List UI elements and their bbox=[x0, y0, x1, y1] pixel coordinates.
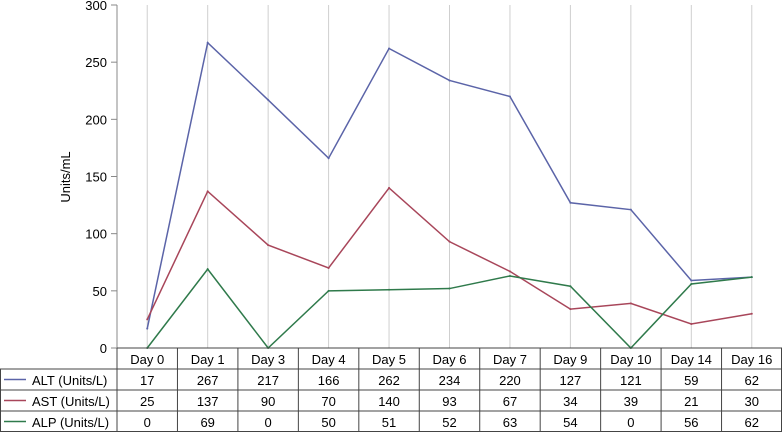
data-point bbox=[690, 279, 693, 282]
x-tick-label: Day 14 bbox=[671, 352, 712, 367]
legend-label: ALT (Units/L) bbox=[32, 373, 107, 388]
x-tick-label: Day 7 bbox=[493, 352, 527, 367]
series-lines bbox=[146, 41, 753, 350]
data-point bbox=[388, 186, 391, 189]
y-tick-label: 300 bbox=[85, 0, 107, 13]
y-tick-label: 50 bbox=[93, 284, 107, 299]
data-label: 54 bbox=[563, 415, 577, 430]
data-label: 69 bbox=[200, 415, 214, 430]
data-label: 17 bbox=[140, 373, 154, 388]
data-label: 62 bbox=[745, 415, 759, 430]
x-tick-label: Day 5 bbox=[372, 352, 406, 367]
data-label: 67 bbox=[503, 394, 517, 409]
data-label: 52 bbox=[442, 415, 456, 430]
x-tick-label: Day 6 bbox=[433, 352, 467, 367]
x-tick-label: Day 16 bbox=[731, 352, 772, 367]
y-tick-label: 250 bbox=[85, 55, 107, 70]
data-point bbox=[569, 285, 572, 288]
data-label: 21 bbox=[684, 394, 698, 409]
x-tick-label: Day 10 bbox=[610, 352, 651, 367]
data-point bbox=[629, 208, 632, 211]
data-label: 51 bbox=[382, 415, 396, 430]
data-point bbox=[206, 41, 209, 44]
data-label: 25 bbox=[140, 394, 154, 409]
legend-label: ALP (Units/L) bbox=[32, 415, 109, 430]
data-point bbox=[508, 95, 511, 98]
y-tick-label: 100 bbox=[85, 227, 107, 242]
data-point bbox=[206, 268, 209, 271]
vertical-gridlines bbox=[146, 5, 753, 348]
data-point bbox=[750, 312, 753, 315]
data-point bbox=[569, 201, 572, 204]
data-point bbox=[388, 288, 391, 291]
x-tick-label: Day 9 bbox=[553, 352, 587, 367]
data-point bbox=[206, 190, 209, 193]
data-point bbox=[629, 302, 632, 305]
data-point bbox=[327, 289, 330, 292]
y-axis: 0 50 100 150 200 250 300 bbox=[85, 0, 118, 356]
data-label: 262 bbox=[378, 373, 400, 388]
data-label: 63 bbox=[503, 415, 517, 430]
data-label: 0 bbox=[627, 415, 634, 430]
data-label: 30 bbox=[745, 394, 759, 409]
data-label: 0 bbox=[265, 415, 272, 430]
data-label: 39 bbox=[624, 394, 638, 409]
data-point bbox=[690, 282, 693, 285]
data-label: 56 bbox=[684, 415, 698, 430]
data-label: 217 bbox=[257, 373, 279, 388]
data-label: 234 bbox=[439, 373, 461, 388]
y-axis-label: Units/mL bbox=[58, 151, 73, 202]
x-tick-label: Day 3 bbox=[251, 352, 285, 367]
data-label: 137 bbox=[197, 394, 219, 409]
data-label: 166 bbox=[318, 373, 340, 388]
data-label: 0 bbox=[144, 415, 151, 430]
data-point bbox=[690, 322, 693, 325]
data-label: 62 bbox=[745, 373, 759, 388]
data-label: 70 bbox=[321, 394, 335, 409]
data-point bbox=[327, 157, 330, 160]
x-tick-label: Day 4 bbox=[312, 352, 346, 367]
data-table: Day 0 Day 1 Day 3 Day 4 Day 5 Day 6 Day 7 Day 9… bbox=[0, 347, 782, 432]
legend-label: AST (Units/L) bbox=[32, 394, 110, 409]
data-point bbox=[267, 98, 270, 101]
data-point bbox=[267, 244, 270, 247]
data-label: 93 bbox=[442, 394, 456, 409]
data-point bbox=[388, 47, 391, 50]
data-label: 59 bbox=[684, 373, 698, 388]
data-point bbox=[569, 308, 572, 311]
data-point bbox=[448, 287, 451, 290]
data-label: 140 bbox=[378, 394, 400, 409]
data-point bbox=[448, 79, 451, 82]
data-label: 267 bbox=[197, 373, 219, 388]
data-label: 121 bbox=[620, 373, 642, 388]
data-point bbox=[750, 276, 753, 279]
data-label: 50 bbox=[321, 415, 335, 430]
x-tick-label: Day 1 bbox=[191, 352, 225, 367]
x-tick-label: Day 0 bbox=[130, 352, 164, 367]
data-point bbox=[448, 240, 451, 243]
y-tick-label: 150 bbox=[85, 170, 107, 185]
data-label: 90 bbox=[261, 394, 275, 409]
y-tick-label: 0 bbox=[100, 341, 107, 356]
data-point bbox=[327, 266, 330, 269]
data-label: 34 bbox=[563, 394, 577, 409]
data-point bbox=[508, 270, 511, 273]
data-label: 220 bbox=[499, 373, 521, 388]
data-point bbox=[508, 274, 511, 277]
data-label: 127 bbox=[560, 373, 582, 388]
data-point bbox=[146, 318, 149, 321]
y-tick-label: 200 bbox=[85, 112, 107, 127]
data-point bbox=[146, 327, 149, 330]
